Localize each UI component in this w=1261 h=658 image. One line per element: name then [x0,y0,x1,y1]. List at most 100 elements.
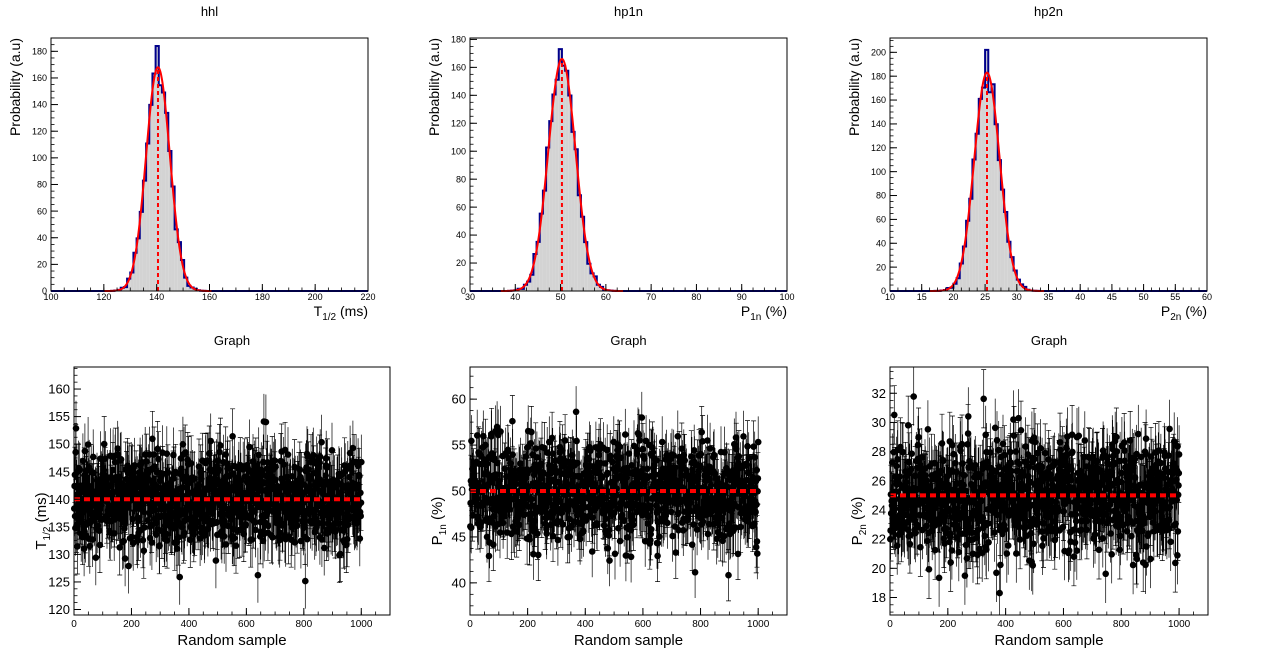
data-point [198,475,205,483]
data-point [96,527,103,534]
data-point [744,469,752,477]
histogram-bin [1016,279,1020,291]
x-tick-label: 40 [1075,292,1085,302]
data-point [229,470,237,477]
data-point [952,459,959,467]
data-point [1118,478,1125,486]
data-point [535,551,542,559]
data-point [611,509,618,517]
data-point [1095,546,1103,554]
data-point [197,469,204,476]
histogram-bin [187,285,191,291]
y-axis-label: P2n (%) [849,497,869,546]
data-point [1173,476,1180,483]
data-point [574,459,581,467]
data-point [1113,433,1120,441]
histogram-bin [168,151,172,291]
data-point [188,489,196,497]
data-point [204,525,212,533]
x-tick-label: 400 [577,619,594,630]
x-tick-label: 200 [519,619,536,630]
x-tick-label: 800 [692,619,709,630]
y-tick-label: 0 [42,286,47,296]
data-point [587,474,595,482]
y-tick-label: 80 [456,174,466,184]
data-point [337,488,345,496]
data-point [1089,463,1096,471]
histogram-bin [590,273,594,291]
data-point [100,440,108,448]
data-point [674,509,682,517]
data-point [576,535,584,543]
data-point [611,550,619,558]
data-point [754,438,762,446]
data-point [693,503,701,511]
x-tick-label: 0 [467,619,473,630]
data-point [97,502,105,509]
x-tick-label: 35 [1043,292,1053,302]
data-point [681,508,689,515]
gaussian-fit-curve [104,66,212,292]
data-point [128,533,136,541]
y-tick-label: 60 [452,392,466,407]
data-point [589,495,596,502]
data-point [493,423,501,431]
data-point [527,440,535,447]
data-point [1030,540,1037,548]
y-tick-label: 80 [876,191,886,201]
data-point [947,559,954,566]
x-tick-label: 180 [255,292,270,302]
data-point [1142,450,1150,458]
data-point [1113,448,1121,455]
data-point [993,437,1001,444]
data-point [181,449,189,456]
data-point [986,487,993,495]
data-point [1121,507,1129,515]
histogram-bin [959,263,963,291]
data-point [159,470,167,478]
histogram-bin [561,65,566,291]
data-point [79,457,87,465]
data-point [1059,523,1067,531]
histogram-bin [571,131,575,291]
data-point [1058,473,1065,480]
data-point [904,422,912,429]
data-point [153,519,160,527]
data-point [654,539,662,547]
data-point [680,451,688,459]
data-point [1001,451,1008,459]
data-point [1137,501,1144,509]
data-point [924,537,931,545]
data-point [1034,510,1041,518]
data-point [704,530,712,538]
data-point [559,447,566,454]
data-point [170,451,177,459]
data-point [591,480,599,488]
data-point [1069,448,1076,456]
data-point [517,460,524,467]
data-point [115,473,123,481]
data-point [232,479,239,487]
data-point [316,459,323,466]
y-tick-label: 80 [37,180,47,190]
data-point [688,453,695,460]
data-point [690,521,697,528]
y-tick-label: 160 [451,63,466,73]
data-point [149,435,156,443]
x-axis-label-main: P [1161,303,1170,319]
data-point [1047,471,1054,478]
data-point [534,530,541,537]
data-point [272,463,279,471]
data-point [613,463,621,471]
y-tick-label: 160 [871,95,886,105]
histogram-bin [184,277,188,291]
data-point [948,467,955,474]
data-point [334,514,341,521]
data-point [974,526,982,534]
data-point [1029,562,1037,569]
histogram-bin [981,87,986,291]
x-tick-label: 30 [465,292,475,302]
data-point [167,505,175,512]
data-point [752,508,759,516]
